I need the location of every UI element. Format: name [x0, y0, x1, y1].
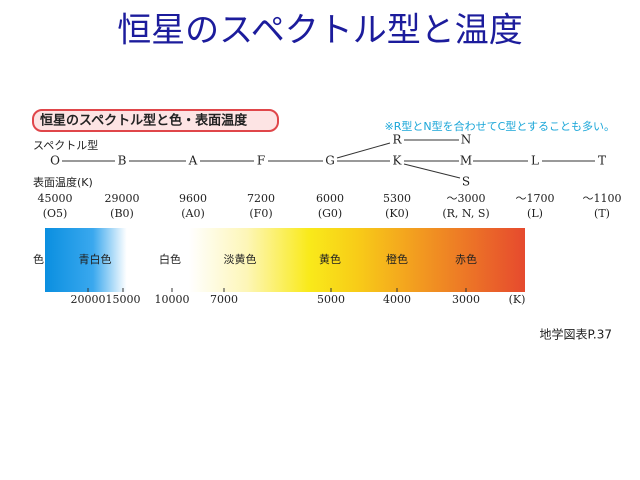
subclass: (O5)	[43, 207, 68, 220]
temperature: ～1100	[583, 192, 622, 205]
spectral-type: F	[257, 154, 265, 168]
subclass: (G0)	[318, 207, 342, 220]
temperature: ～3000	[447, 192, 486, 205]
scale-label: 4000	[383, 293, 411, 306]
color-name: 淡黄色	[224, 252, 257, 266]
spectral-type: A	[188, 154, 198, 168]
scale-label: 7000	[210, 293, 238, 306]
temperature: 7200	[247, 192, 275, 205]
temperature: ～1700	[516, 192, 555, 205]
sequence-lines	[62, 139, 595, 179]
scale-label: 3000	[452, 293, 480, 306]
color-spectrum	[45, 228, 525, 292]
scale-label: 20000	[71, 293, 106, 306]
figure-label: 恒星のスペクトル型と色・表面温度	[40, 113, 248, 129]
spectral-type: M	[460, 154, 472, 168]
temperature: 6000	[316, 192, 344, 205]
temperature: 45000	[38, 192, 73, 205]
subclass: (T)	[594, 207, 610, 220]
scale-unit: (K)	[509, 293, 526, 306]
spectral-type: O	[50, 154, 60, 168]
color-name: 橙色	[386, 252, 408, 266]
color-label: 色	[33, 252, 44, 266]
scale-label: 5000	[317, 293, 345, 306]
color-name: 赤色	[455, 252, 477, 266]
spectral-type: R	[392, 133, 402, 147]
slide-title: 恒星のスペクトル型と温度	[117, 11, 523, 51]
subclass: (K0)	[385, 207, 409, 220]
color-name: 黄色	[319, 252, 341, 266]
subclass: (B0)	[110, 207, 134, 220]
color-name: 青白色	[79, 252, 112, 266]
temperature: 5300	[383, 192, 411, 205]
spectral-type: L	[531, 154, 539, 168]
temp-label: 表面温度(K)	[33, 175, 93, 189]
figure-label-box	[32, 109, 279, 132]
spectral-type: S	[462, 175, 470, 189]
spectral-label: スペクトル型	[33, 138, 98, 152]
temperature: 9600	[179, 192, 207, 205]
subclass: (A0)	[181, 207, 205, 220]
spectral-type: G	[325, 154, 335, 168]
spectral-type: T	[598, 154, 606, 168]
scale-label: 10000	[155, 293, 190, 306]
spectral-type: N	[461, 133, 472, 147]
color-name: 白色	[159, 252, 181, 266]
spectral-type: K	[393, 154, 403, 168]
temperature: 29000	[105, 192, 140, 205]
subclass: (R, N, S)	[442, 207, 489, 220]
subclass: (L)	[527, 207, 543, 220]
subclass: (F0)	[249, 207, 272, 220]
scale-label: 15000	[106, 293, 141, 306]
source: 地学図表P.37	[540, 327, 612, 342]
spectral-type: B	[118, 154, 127, 168]
note: ※R型とN型を合わせてC型とすることも多い。	[385, 119, 615, 133]
